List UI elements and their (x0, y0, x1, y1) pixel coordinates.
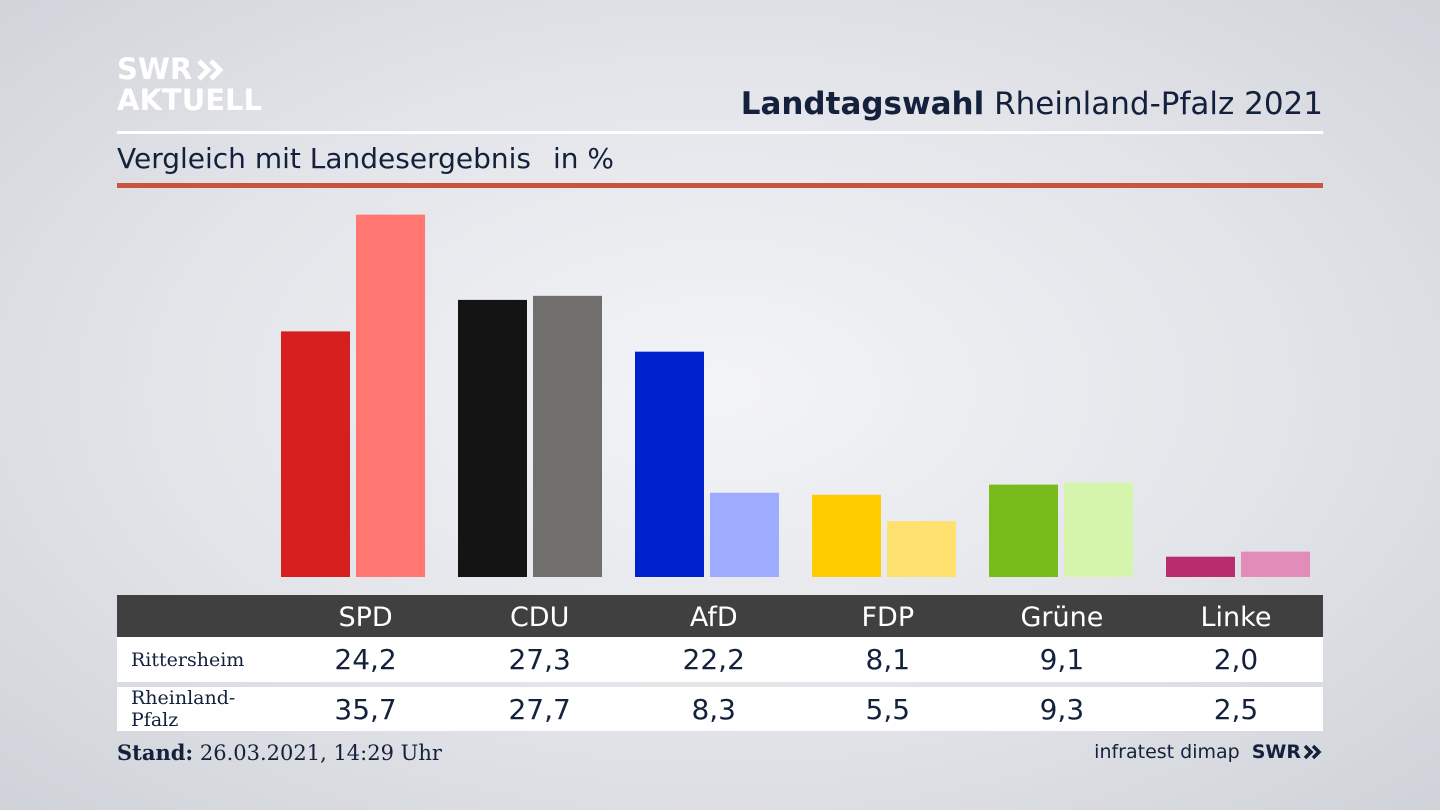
row-label: Rittersheim (131, 648, 245, 671)
row-label: Rheinland-Pfalz (131, 687, 236, 731)
table-cell: 8,3 (691, 692, 736, 726)
table-cell: 22,2 (682, 643, 745, 676)
bar-fdp-rheinland-pfalz (887, 521, 956, 577)
double-chevron-icon (197, 58, 224, 81)
table-cell: 5,5 (865, 692, 911, 726)
table-cell: 35,7 (334, 692, 397, 726)
header-party: FDP (861, 601, 915, 633)
swr-aktuell-logo: SWR AKTUELL (117, 54, 262, 116)
subtitle-text: Vergleich mit Landesergebnis (117, 142, 531, 175)
bar-linke-rittersheim (1166, 556, 1235, 577)
table-cell: 9,1 (1039, 643, 1085, 676)
bar-cdu-rheinland-pfalz (533, 295, 602, 577)
bar-afd-rheinland-pfalz (710, 492, 779, 577)
bar-spd-rittersheim (281, 331, 350, 577)
title-rest: Rheinland-Pfalz 2021 (984, 86, 1323, 122)
bar-cdu-rittersheim (458, 299, 527, 577)
stand-value: 26.03.2021, 14:29 Uhr (193, 741, 442, 765)
header-party: CDU (509, 601, 570, 633)
timestamp: Stand: 26.03.2021, 14:29 Uhr (117, 740, 442, 765)
title-divider (117, 131, 1323, 134)
results-table: SPD CDU AfD FDP Grüne Linke Rittersheim … (117, 595, 1323, 731)
stand-label: Stand: (117, 740, 194, 765)
table-cell: 2,0 (1213, 643, 1259, 676)
logo-line1: SWR (117, 52, 193, 86)
table-row: Rittersheim 24,2 27,3 22,2 8,1 9,1 2,0 (117, 637, 1323, 682)
table-cell: 8,1 (865, 643, 911, 676)
source-credit: infratest dimap SWR (1094, 741, 1323, 763)
table-cell: 2,5 (1213, 692, 1259, 726)
double-chevron-icon (1303, 744, 1322, 760)
header-party: SPD (338, 601, 393, 633)
bar-linke-rheinland-pfalz (1241, 551, 1310, 577)
table-cell: 9,3 (1039, 692, 1085, 726)
title-bold: Landtagswahl (740, 86, 985, 122)
bar-spd-rheinland-pfalz (356, 214, 425, 577)
header-party: Linke (1200, 601, 1272, 633)
swr-brand: SWR (1251, 741, 1301, 763)
header-empty-cell (117, 595, 279, 637)
page-title: Landtagswahl Rheinland-Pfalz 2021 (741, 86, 1323, 122)
chart-subtitle: Vergleich mit Landesergebnis in % (117, 142, 614, 175)
bar-grüne-rittersheim (989, 484, 1058, 577)
table-cell: 27,3 (508, 643, 571, 676)
subtitle-divider (117, 183, 1323, 188)
bar-fdp-rittersheim (812, 494, 881, 577)
table-header: SPD CDU AfD FDP Grüne Linke (117, 595, 1323, 637)
header-party: AfD (689, 601, 738, 633)
bar-grüne-rheinland-pfalz (1064, 482, 1133, 577)
unit-label: in % (552, 142, 615, 175)
table-row: Rheinland-Pfalz 35,7 27,7 8,3 5,5 9,3 2,… (117, 687, 1323, 731)
table-cell: 24,2 (334, 643, 397, 676)
header-party: Grüne (1020, 601, 1104, 633)
logo-line2: AKTUELL (117, 83, 263, 117)
table-cell: 27,7 (508, 692, 571, 726)
bar-afd-rittersheim (635, 351, 704, 577)
source-text: infratest dimap (1094, 741, 1240, 763)
